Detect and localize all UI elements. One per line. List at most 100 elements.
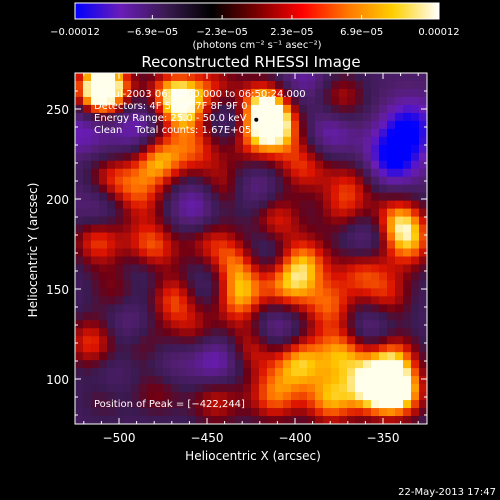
- image-pixel: [355, 96, 364, 106]
- image-pixel: [131, 88, 140, 98]
- image-pixel: [275, 320, 284, 329]
- image-pixel: [83, 336, 92, 345]
- image-pixel: [147, 272, 156, 282]
- image-pixel: [307, 80, 316, 90]
- image-pixel: [315, 232, 324, 242]
- image-pixel: [235, 200, 244, 210]
- image-pixel: [227, 352, 236, 361]
- image-pixel: [219, 360, 228, 369]
- image-pixel: [379, 112, 388, 122]
- image-pixel: [307, 136, 316, 146]
- image-pixel: [219, 128, 228, 138]
- image-pixel: [315, 408, 324, 417]
- image-pixel: [315, 280, 324, 289]
- image-pixel: [179, 80, 188, 90]
- image-pixel: [99, 200, 108, 210]
- image-pixel: [299, 112, 308, 122]
- image-pixel: [387, 408, 396, 417]
- image-pixel: [179, 240, 188, 250]
- image-pixel: [411, 224, 420, 234]
- image-pixel: [115, 272, 124, 282]
- image-pixel: [211, 232, 220, 242]
- image-pixel: [187, 416, 196, 424]
- image-pixel: [363, 288, 372, 297]
- image-pixel: [147, 264, 156, 274]
- image-pixel: [115, 256, 124, 266]
- image-pixel: [259, 304, 268, 313]
- image-pixel: [107, 288, 116, 297]
- image-pixel: [139, 208, 148, 218]
- image-pixel: [411, 112, 420, 122]
- image-pixel: [299, 304, 308, 313]
- image-pixel: [363, 392, 372, 401]
- image-pixel: [155, 344, 164, 353]
- image-pixel: [307, 96, 316, 106]
- image-pixel: [107, 232, 116, 242]
- image-pixel: [163, 80, 172, 90]
- image-pixel: [235, 392, 244, 401]
- image-pixel: [123, 80, 132, 90]
- image-pixel: [171, 176, 180, 186]
- image-pixel: [267, 288, 276, 297]
- image-pixel: [331, 192, 340, 202]
- image-pixel: [363, 144, 372, 154]
- image-pixel: [347, 312, 356, 321]
- image-pixel: [235, 216, 244, 226]
- image-pixel: [163, 232, 172, 242]
- image-pixel: [363, 240, 372, 250]
- image-pixel: [131, 384, 140, 393]
- image-pixel: [315, 168, 324, 178]
- image-pixel: [187, 120, 196, 130]
- image-pixel: [347, 104, 356, 114]
- image-pixel: [379, 184, 388, 194]
- image-pixel: [83, 192, 92, 202]
- image-pixel: [83, 224, 92, 234]
- image-pixel: [99, 400, 108, 409]
- image-pixel: [235, 208, 244, 218]
- image-pixel: [75, 360, 84, 369]
- image-pixel: [291, 168, 300, 178]
- image-pixel: [307, 256, 316, 266]
- image-pixel: [99, 232, 108, 242]
- image-pixel: [395, 160, 404, 170]
- image-pixel: [99, 120, 108, 130]
- image-pixel: [131, 232, 140, 242]
- image-pixel: [331, 408, 340, 417]
- image-pixel: [123, 152, 132, 162]
- image-pixel: [275, 328, 284, 337]
- image-pixel: [123, 360, 132, 369]
- image-pixel: [299, 192, 308, 202]
- image-pixel: [99, 88, 108, 98]
- image-pixel: [99, 280, 108, 289]
- image-pixel: [323, 352, 332, 361]
- image-pixel: [291, 328, 300, 337]
- image-pixel: [363, 336, 372, 345]
- image-pixel: [171, 256, 180, 266]
- image-pixel: [267, 160, 276, 170]
- image-pixel: [307, 192, 316, 202]
- image-pixel: [155, 152, 164, 162]
- image-pixel: [299, 392, 308, 401]
- image-pixel: [307, 344, 316, 353]
- image-pixel: [387, 336, 396, 345]
- colorbar-tick-label: −6.9e−05: [127, 27, 179, 38]
- image-pixel: [155, 264, 164, 274]
- image-pixel: [123, 248, 132, 258]
- image-pixel: [347, 152, 356, 162]
- image-pixel: [163, 416, 172, 424]
- image-pixel: [339, 328, 348, 337]
- image-pixel: [187, 272, 196, 282]
- image-pixel: [315, 344, 324, 353]
- image-pixel: [275, 408, 284, 417]
- image-pixel: [411, 368, 420, 377]
- image-pixel: [219, 120, 228, 130]
- image-pixel: [395, 224, 404, 234]
- x-tick-label: −500: [103, 431, 136, 445]
- image-pixel: [243, 368, 252, 377]
- image-pixel: [155, 392, 164, 401]
- image-pixel: [395, 368, 404, 377]
- image-pixel: [299, 120, 308, 130]
- image-pixel: [91, 73, 100, 82]
- image-pixel: [75, 112, 84, 122]
- image-pixel: [219, 80, 228, 90]
